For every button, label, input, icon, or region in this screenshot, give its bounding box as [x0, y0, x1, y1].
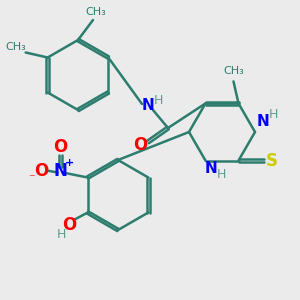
Text: S: S — [266, 152, 278, 169]
Text: +: + — [65, 158, 74, 167]
Text: O: O — [34, 161, 49, 179]
Text: CH₃: CH₃ — [85, 7, 106, 17]
Text: N: N — [54, 161, 68, 179]
Text: H: H — [153, 94, 163, 106]
Text: H: H — [217, 168, 226, 181]
Text: CH₃: CH₃ — [5, 43, 26, 52]
Text: N: N — [204, 161, 217, 176]
Text: O: O — [54, 137, 68, 155]
Text: O: O — [63, 215, 77, 233]
Text: ⁻: ⁻ — [28, 172, 35, 185]
Text: O: O — [133, 136, 147, 154]
Text: CH₃: CH₃ — [223, 66, 244, 76]
Text: H: H — [57, 228, 66, 241]
Text: H: H — [268, 107, 278, 121]
Text: N: N — [142, 98, 154, 113]
Text: N: N — [256, 115, 269, 130]
